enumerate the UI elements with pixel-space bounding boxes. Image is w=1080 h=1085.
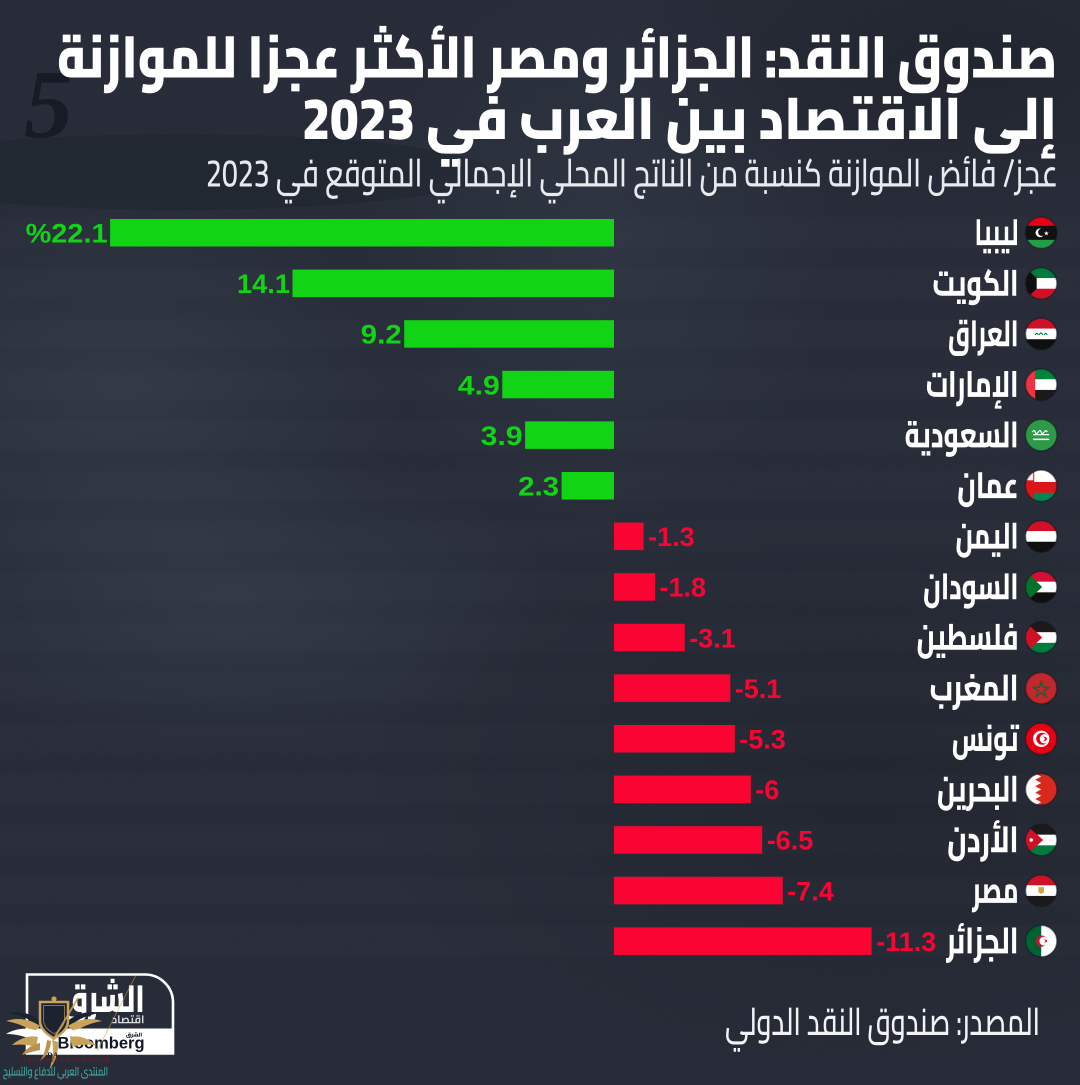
svg-text:%22.1: %22.1 [26, 219, 108, 249]
svg-text:-6.5: -6.5 [767, 826, 814, 856]
svg-text:-6: -6 [755, 775, 779, 805]
svg-text:3.9: 3.9 [481, 421, 523, 451]
svg-text:-3.1: -3.1 [689, 623, 736, 653]
svg-text:2.3: 2.3 [518, 472, 559, 502]
svg-text:DA: DA [47, 1051, 59, 1060]
svg-text:9.2: 9.2 [361, 320, 402, 350]
svg-text:-5.1: -5.1 [735, 674, 782, 704]
svg-text:ARAB DEFENSE FORUM: ARAB DEFENSE FORUM [22, 1057, 111, 1064]
svg-text:-11.3: -11.3 [876, 927, 936, 957]
svg-text:-1.8: -1.8 [660, 573, 707, 603]
svg-text:14.1: 14.1 [237, 269, 290, 299]
svg-text:4.9: 4.9 [458, 370, 500, 400]
svg-text:-7.4: -7.4 [787, 876, 834, 906]
svg-text:-1.3: -1.3 [648, 522, 695, 552]
svg-text:-5.3: -5.3 [739, 725, 786, 755]
